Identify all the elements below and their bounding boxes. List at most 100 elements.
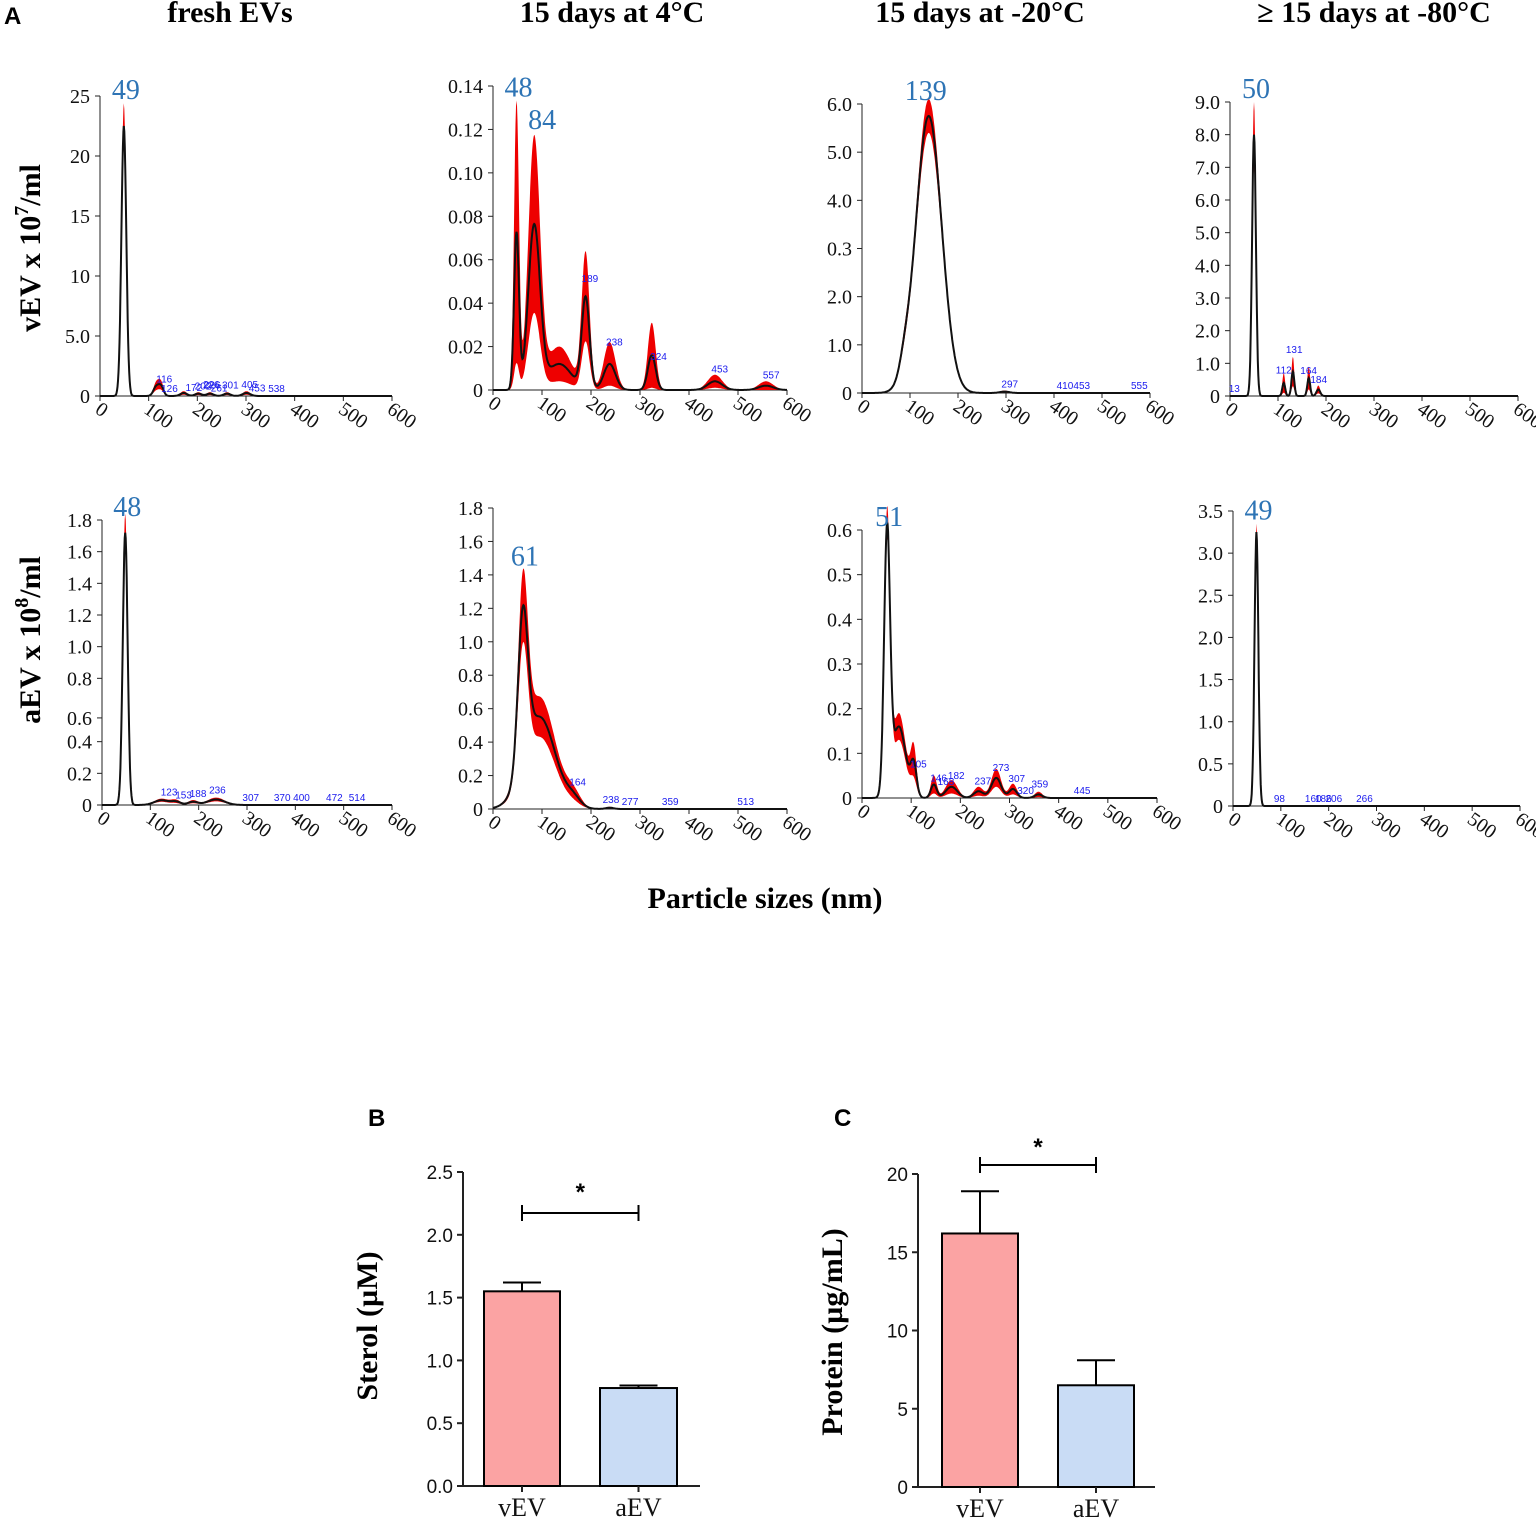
y-tick-label: 1.5 — [427, 1289, 453, 1310]
x-tick-label: 300 — [631, 392, 668, 427]
x-tick-label: 400 — [286, 398, 323, 433]
peak-label-small: 146 — [930, 774, 947, 785]
y-tick-label: 0.6 — [827, 520, 852, 542]
y-tick-label: 4.0 — [827, 190, 852, 212]
bar-aEV — [1057, 1384, 1135, 1489]
x-tick-label: 400 — [680, 811, 717, 846]
peak-label-main: 49 — [112, 75, 140, 106]
x-tick-label: 600 — [778, 392, 815, 427]
peak-label-small: 453 — [711, 364, 728, 375]
distribution-plot-a_m80: 0 0.5 1.0 1.5 2.0 2.5 3.0 3.5 0 100 200 300 400 500 60… — [1198, 496, 1536, 844]
y-tick-label: 0.6 — [458, 699, 483, 721]
y-tick-label: 5 — [897, 1400, 908, 1421]
x-tick-label: 300 — [997, 395, 1034, 430]
x-tick-label: 100 — [141, 807, 178, 842]
error-band — [102, 513, 392, 805]
y-tick-label: 2.0 — [427, 1226, 453, 1247]
y-tick-label: 20 — [887, 1165, 908, 1186]
distribution-plot-v_m80: 0 1.0 2.0 3.0 4.0 5.0 6.0 7.0 8.0 9.0 0 100 200 300 40… — [1195, 74, 1536, 433]
x-tick-label: aEV — [1073, 1494, 1119, 1523]
x-tick-label: 300 — [1365, 398, 1402, 433]
y-tick-label: 0 — [80, 386, 90, 408]
peak-label-small: 538 — [268, 384, 285, 395]
bar-aEV — [599, 1387, 678, 1487]
y-tick-label: 1.4 — [67, 573, 92, 595]
y-tick-label: 0.4 — [67, 732, 92, 754]
y-tick-label: 8.0 — [1195, 125, 1220, 147]
y-tick-label: 0.4 — [827, 609, 852, 631]
peak-label-small: 297 — [1001, 379, 1018, 390]
y-tick-label: 15 — [70, 206, 90, 228]
peak-label-main: 61 — [511, 542, 539, 573]
y-tick-label: 1.0 — [67, 637, 92, 659]
peak-label-small: 359 — [662, 797, 679, 808]
y-tick-label: 0 — [897, 1478, 908, 1499]
x-tick-label: 300 — [237, 398, 274, 433]
y-tick-label: 3.0 — [1195, 288, 1220, 310]
peak-label-main: 48 — [113, 492, 141, 523]
peak-label-small: 236 — [209, 786, 226, 797]
y-tick-label: 0.8 — [458, 665, 483, 687]
y-tick-label: 1.0 — [1198, 712, 1223, 734]
y-tick-label: 6.0 — [1195, 190, 1220, 212]
x-tick-label: 500 — [729, 392, 766, 427]
x-tick-label: aEV — [615, 1493, 661, 1522]
y-tick-label: 0 — [473, 799, 483, 821]
y-tick-label: 0.02 — [448, 337, 483, 359]
peak-label-small: 453 — [1073, 381, 1090, 392]
x-tick-label: 300 — [631, 811, 668, 846]
y-tick-label: 0 — [1210, 386, 1220, 408]
peak-label-small: 112 — [1276, 366, 1292, 377]
distribution-plot-v_m20: 0 1.0 2.0 0.3 4.0 5.0 6.0 0 100 200 300 400 500 600 13… — [827, 76, 1178, 430]
distribution-plot-a_m20: 0 0.1 0.2 0.3 0.4 0.5 0.6 0 100 200 300 400 500 600 51… — [827, 502, 1185, 835]
x-tick-label: 400 — [286, 807, 323, 842]
y-tick-label: 1.6 — [67, 542, 92, 564]
peak-label-main: 50 — [1242, 74, 1270, 105]
x-tick-label: 500 — [1099, 800, 1136, 835]
distribution-plot-a_4c: 0 0.2 0.4 0.6 0.8 1.0 1.2 1.4 1.6 1.8 0 100 200 300 40… — [458, 498, 815, 846]
x-tick-label: 400 — [1413, 398, 1450, 433]
peak-label-small: 98 — [1274, 794, 1286, 805]
peak-label-main: 51 — [875, 502, 903, 533]
x-tick-label: 200 — [188, 398, 225, 433]
y-tick-label: 1.8 — [67, 510, 92, 532]
peak-label-small: 307 — [242, 793, 259, 804]
bar-vEV — [483, 1290, 561, 1487]
y-tick-label: 0.12 — [448, 119, 483, 141]
peak-label-small: 186 — [1315, 794, 1332, 805]
error-band — [100, 103, 392, 396]
x-tick-label: 600 — [383, 398, 420, 433]
significance-star: * — [576, 1179, 586, 1206]
peak-label-secondary: 84 — [528, 105, 556, 136]
x-tick-label: vEV — [956, 1494, 1004, 1523]
panel-letter-a: A — [4, 3, 21, 30]
x-tick-label: 200 — [582, 392, 619, 427]
x-tick-label: 200 — [190, 807, 227, 842]
mean-curve — [492, 603, 787, 810]
y-tick-label: 0 — [842, 788, 852, 810]
y-tick-label: 0.2 — [67, 763, 92, 785]
y-tick-label: 0.2 — [458, 766, 483, 788]
x-tick-label: 100 — [902, 800, 939, 835]
x-tick-label: 500 — [334, 398, 371, 433]
y-tick-label: 1.0 — [827, 335, 852, 357]
peak-label-small: 126 — [161, 384, 178, 395]
y-tick-label: 1.5 — [1198, 670, 1223, 692]
y-tick-label: 15 — [887, 1243, 908, 1264]
column-title-4c: 15 days at 4°C — [520, 0, 705, 29]
x-tick-label: 500 — [335, 807, 372, 842]
peak-label-small: 261 — [211, 384, 228, 395]
x-tick-label: 500 — [1093, 395, 1130, 430]
y-tick-label: 0 — [842, 383, 852, 405]
peak-label-small: 277 — [622, 797, 639, 808]
peak-label-main: 48 — [505, 72, 533, 103]
y-tick-label: 0.8 — [67, 668, 92, 690]
y-tick-label: 0.1 — [827, 743, 852, 765]
y-tick-label: 0.4 — [458, 732, 483, 754]
y-tick-label: 0.2 — [827, 699, 852, 721]
peak-label-small: 116 — [156, 374, 172, 385]
peak-label-small: 445 — [1074, 786, 1091, 797]
y-tick-label: 1.2 — [458, 598, 483, 620]
x-tick-label: 200 — [949, 395, 986, 430]
